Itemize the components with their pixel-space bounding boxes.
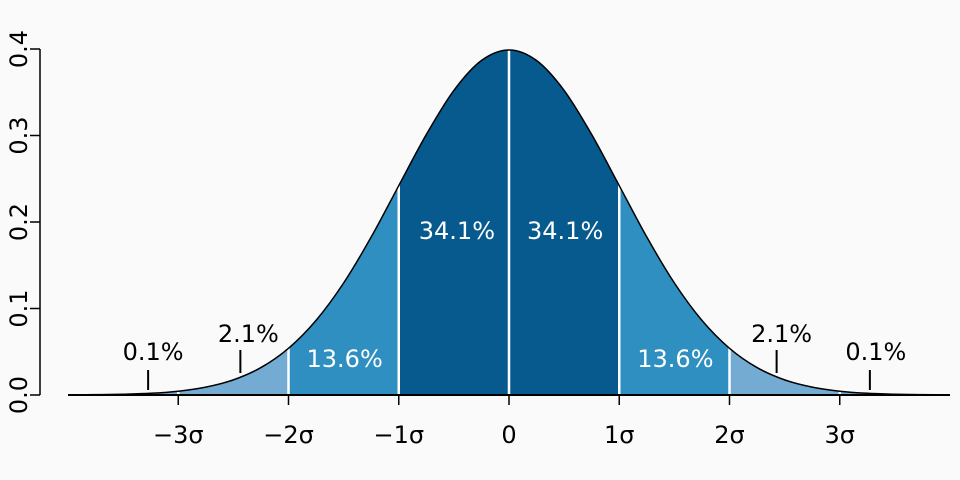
- region: [398, 49, 509, 395]
- region: [509, 49, 620, 395]
- y-tick-label: 0.4: [5, 30, 33, 68]
- region: [178, 348, 289, 395]
- density-curve: [67, 49, 951, 396]
- region-label: 0.1%: [123, 338, 184, 366]
- x-tick-label: 0: [501, 421, 516, 449]
- region: [729, 348, 840, 395]
- region-label: 2.1%: [751, 320, 812, 348]
- x-tick-label: 2σ: [714, 421, 744, 449]
- region-label: 2.1%: [218, 320, 279, 348]
- x-tick-label: −1σ: [373, 421, 424, 449]
- y-tick-label: 0.2: [5, 203, 33, 241]
- y-tick-label: 0.1: [5, 289, 33, 327]
- x-tick-label: −2σ: [263, 421, 314, 449]
- y-tick-label: 0.3: [5, 116, 33, 154]
- region-label: 34.1%: [419, 217, 495, 245]
- x-tick-label: 3σ: [825, 421, 855, 449]
- x-tick-label: 1σ: [604, 421, 634, 449]
- y-tick-label: 0.0: [5, 376, 33, 414]
- x-tick-label: −3σ: [153, 421, 204, 449]
- region-label: 0.1%: [845, 338, 906, 366]
- region-label: 13.6%: [307, 345, 383, 373]
- region-label: 13.6%: [637, 345, 713, 373]
- region-label: 34.1%: [527, 217, 603, 245]
